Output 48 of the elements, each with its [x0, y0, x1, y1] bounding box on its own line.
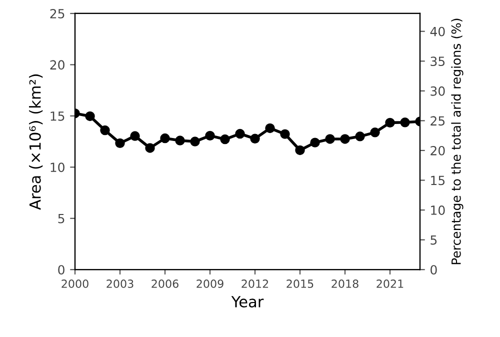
x-axis-title: Year [231, 296, 264, 308]
y-tick-label: 20 [50, 60, 64, 70]
y2-tick-label: 35 [430, 56, 445, 66]
point [355, 132, 365, 142]
point [100, 125, 110, 136]
point [325, 134, 335, 144]
point [310, 138, 320, 148]
x-tick-label: 2012 [242, 280, 268, 288]
point [190, 136, 200, 146]
y2-tick-label: 20 [430, 146, 445, 156]
x-tick-label: 2018 [332, 280, 358, 288]
point [265, 123, 275, 134]
x-tick-label: 2021 [376, 280, 404, 288]
y2-tick-label: 5 [430, 235, 437, 245]
x-tick-label: 2009 [196, 280, 224, 288]
point [115, 138, 125, 148]
y2-tick-label: 40 [430, 26, 445, 36]
point [385, 118, 395, 128]
point [175, 136, 185, 146]
y-tick-label: 0 [58, 265, 64, 275]
point [205, 130, 215, 141]
x-tick-label: 2006 [152, 280, 178, 288]
y2-tick-label: 30 [430, 86, 445, 96]
point [145, 143, 155, 153]
point [85, 111, 95, 122]
point [220, 134, 230, 144]
y-tick-label: 25 [50, 8, 64, 18]
y2-tick-label: 10 [431, 206, 445, 215]
point [250, 134, 260, 144]
y2-tick-label: 15 [431, 176, 445, 186]
point [235, 128, 245, 139]
x-tick-label: 2000 [62, 280, 88, 288]
point [400, 118, 410, 128]
x-tick-label: 2015 [286, 280, 314, 288]
point [295, 145, 305, 156]
point [130, 131, 140, 141]
point [340, 134, 350, 144]
point [160, 133, 170, 144]
y-tick-label: 5 [58, 214, 64, 224]
y-tick-label: 10 [50, 162, 64, 172]
x-tick-label: 2003 [106, 280, 134, 288]
point [370, 128, 380, 138]
y2-axis-title: Percentage to the total arid regions (%) [451, 18, 464, 264]
y2-tick-label: 0 [430, 265, 437, 275]
y2-tick-label: 25 [430, 116, 445, 126]
y-tick-label: 15 [50, 112, 64, 121]
point [280, 129, 290, 139]
y-axis-title: Area (×10⁶) (km²) [29, 74, 43, 210]
